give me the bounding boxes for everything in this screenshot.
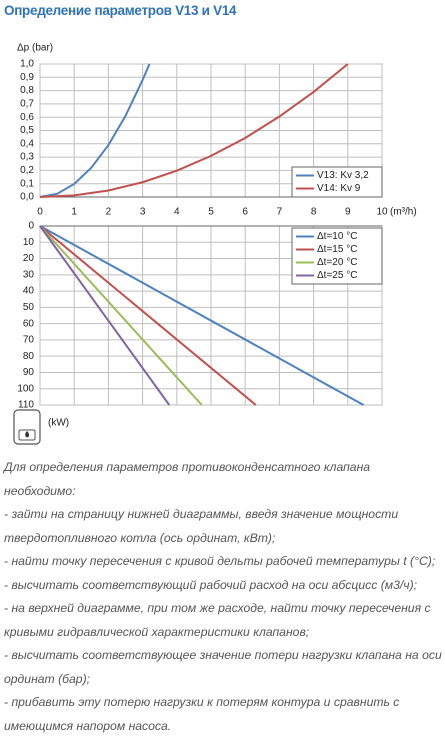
y-tick-label: 20 [23,253,35,264]
instruction-line: - на верхней диаграмме, при том же расхо… [4,601,431,639]
x-tick-label: 0 [37,207,43,218]
instructions: Для определения параметров противоконден… [4,456,442,738]
charts: 0,0 0,1 0,2 0,3 0,4 0,5 0,6 0,7 0,8 0,9 1,0 0 1 2 3 4 5 6… [13,43,417,445]
x-tick-label: 10 [376,207,388,218]
y-tick-label: 80 [23,351,35,362]
series-line [39,225,257,406]
x-tick-label: 5 [208,207,214,218]
y-tick-label: 70 [23,335,35,346]
page-title: Определение параметров V13 и V14 [4,3,237,18]
x-tick-label: 2 [106,207,112,218]
y-tick-label: 60 [23,318,35,329]
series-line [39,225,203,406]
instruction-line: - высчитать соответствующий рабочий расх… [4,577,418,592]
y-tick-label: 90 [23,367,35,378]
x-tick-label: 1 [71,207,77,218]
instruction-line: - прибавить эту потерю нагрузки к потеря… [4,695,400,733]
instruction-line: - зайти на страницу нижней диаграммы, вв… [4,507,399,545]
legend-label: V14: Kv 9 [317,183,361,194]
y-tick-label: 0,1 [20,178,34,189]
y-tick-label: 40 [23,286,35,297]
y-axis-label: Δp (bar) [17,43,53,54]
y-tick-label: 100 [17,383,34,394]
legend-box [291,166,383,198]
x-tick-label: 3 [140,207,146,218]
y-tick-label: 50 [23,302,35,313]
instruction-line: Для определения параметров противоконден… [4,460,371,498]
page: Определение параметров V13 и V14 0,0 0,1 0… [4,3,442,733]
y-tick-label: 0,2 [20,165,34,176]
legend-label: Δt=25 °C [317,270,357,281]
y-tick-label: 0,0 [20,192,34,203]
legend-label: V13: Kv 3,2 [317,170,369,181]
x-tick-label: 6 [242,207,248,218]
y-tick-label: 0,8 [20,85,34,96]
series-line [39,63,151,198]
y-tick-label: 0 [28,221,34,232]
y-tick-label: 0,7 [20,99,34,110]
y-tick-label: 0,3 [20,152,34,163]
y-tick-label: 1,0 [20,59,34,70]
y-tick-label: 30 [23,269,35,280]
y-tick-label: 0,9 [20,72,34,83]
x-tick-label: 4 [174,207,180,218]
flame-icon [25,431,29,438]
y-tick-label: 110 [18,400,34,411]
x-tick-label: 7 [277,207,283,218]
y-tick-label: 0,4 [20,138,34,149]
x-axis-label: (m³/h) [390,207,417,218]
instruction-line: - высчитать соответствующее значение пот… [4,648,442,686]
legend-label: Δt=15 °C [317,244,357,255]
instruction-line: - найти точку пересечения с кривой дельт… [4,554,436,568]
series-line [39,225,171,406]
x-tick-label: 8 [311,207,317,218]
x-tick-label: 9 [345,207,351,218]
series-line [39,63,349,198]
y-tick-label: 0,6 [20,112,34,123]
legend-label: Δt=20 °C [317,257,357,268]
y-axis-label: (kW) [48,418,69,429]
legend-label: Δt=10 °C [317,231,357,242]
series-line [39,225,365,406]
y-tick-label: 0,5 [20,125,34,136]
y-tick-label: 10 [23,237,35,248]
